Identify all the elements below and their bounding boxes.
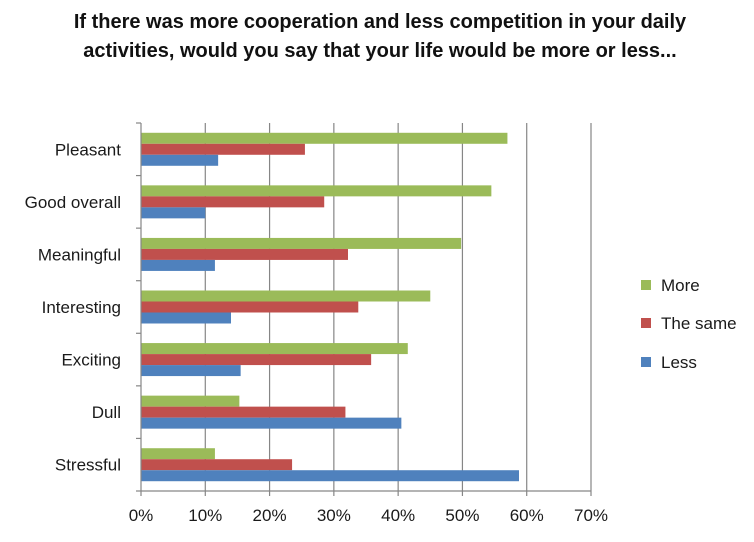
bar-more xyxy=(141,448,215,460)
bar-less xyxy=(141,417,402,429)
category-label: Exciting xyxy=(61,351,121,370)
x-tick-label: 60% xyxy=(510,506,544,525)
bar-less xyxy=(141,259,215,271)
legend: More The same Less xyxy=(641,276,737,372)
bar-more xyxy=(141,290,431,302)
bar-the-same xyxy=(141,248,348,260)
legend-label: More xyxy=(661,276,700,295)
x-tick-label: 20% xyxy=(253,506,287,525)
bar-the-same xyxy=(141,143,305,155)
chart-title: If there was more cooperation and less c… xyxy=(73,11,687,62)
x-axis-tick-labels: 0% 10% 20% 30% 40% 50% 60% 70% xyxy=(129,506,608,525)
legend-swatch-less xyxy=(641,357,651,367)
x-tick-label: 40% xyxy=(381,506,415,525)
bar-less xyxy=(141,312,231,324)
legend-swatch-more xyxy=(641,280,651,290)
legend-label: Less xyxy=(661,353,697,372)
bar-the-same xyxy=(141,354,372,366)
bar-the-same xyxy=(141,459,293,471)
x-tick-label: 30% xyxy=(317,506,351,525)
category-label: Interesting xyxy=(42,298,121,317)
x-tick-label: 10% xyxy=(188,506,222,525)
bar-the-same xyxy=(141,301,359,313)
category-label: Pleasant xyxy=(55,140,121,159)
x-tick-label: 0% xyxy=(129,506,154,525)
bar-less xyxy=(141,365,241,377)
category-label: Dull xyxy=(92,403,121,422)
bar-more xyxy=(141,395,240,407)
bar-less xyxy=(141,154,219,166)
category-label: Meaningful xyxy=(38,245,121,264)
bar-more xyxy=(141,237,462,249)
legend-label: The same xyxy=(661,314,737,333)
bar-less xyxy=(141,470,519,482)
bar-less xyxy=(141,207,206,219)
bar-more xyxy=(141,343,408,355)
category-labels: Pleasant Good overall Meaningful Interestin… xyxy=(25,140,122,474)
bars xyxy=(141,132,519,482)
legend-swatch-the-same xyxy=(641,318,651,328)
x-tick-label: 70% xyxy=(574,506,608,525)
bar-more xyxy=(141,132,508,144)
bar-more xyxy=(141,185,492,197)
axes xyxy=(136,122,591,492)
bar-the-same xyxy=(141,196,325,208)
category-label: Stressful xyxy=(55,456,121,475)
bar-the-same xyxy=(141,406,346,418)
category-label: Good overall xyxy=(25,193,121,212)
x-tick-label: 50% xyxy=(445,506,479,525)
gridlines xyxy=(140,123,592,496)
